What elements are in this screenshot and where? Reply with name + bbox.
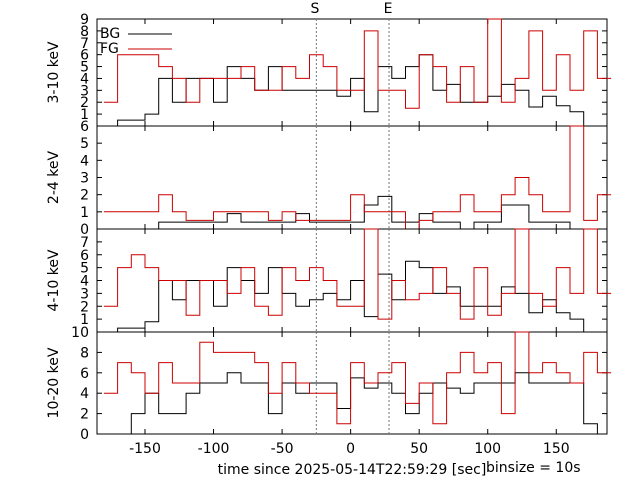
y-tick-label: 7	[80, 235, 89, 251]
series-bg-step-line	[103, 260, 598, 333]
y-tick-label: 5	[80, 261, 89, 277]
y-tick-label: 6	[80, 119, 89, 135]
y-tick-label: 2	[80, 95, 89, 111]
series-fg-step-line	[103, 228, 612, 320]
panel-10-20kev: 0 2 4 6 8 10 10-20 keV -150 -100 -50 0 50 100 150	[46, 325, 612, 457]
y-tick-label: 8	[80, 24, 89, 40]
y-tick-label: 1	[80, 107, 89, 123]
y-tick-label: 5	[80, 60, 89, 76]
legend-label-fg: FG	[100, 41, 119, 57]
y-tick-label: 2	[80, 299, 89, 315]
binsize-label: binsize = 10s	[486, 460, 581, 476]
x-tick-label: -100	[198, 441, 230, 457]
panel-frame	[96, 331, 608, 435]
y-tick-label: 1	[80, 312, 89, 328]
y-tick-label: 10	[71, 325, 89, 341]
y-tick-label: 3	[80, 83, 89, 99]
y-tick-label: 0	[80, 222, 89, 238]
y-tick-label: 4	[80, 386, 89, 402]
end-marker-label: E	[384, 1, 393, 17]
panel-frame	[96, 125, 608, 230]
x-tick-label: 100	[474, 441, 501, 457]
y-tick-label: 6	[80, 248, 89, 264]
legend-label-bg: BG	[100, 26, 120, 42]
panel-frame	[96, 18, 608, 127]
x-axis-label: time since 2025-05-14T22:59:29 [sec]	[218, 462, 487, 478]
y-tick-label: 3	[80, 171, 89, 187]
series-fg-step-line	[103, 18, 612, 109]
x-tick-label: -150	[129, 441, 161, 457]
y-tick-label: 4	[80, 153, 89, 169]
x-tick-label: 0	[346, 441, 355, 457]
y-tick-label: 6	[80, 48, 89, 64]
y-tick-label: 2	[80, 188, 89, 204]
start-marker-label: S	[311, 1, 320, 17]
y-tick-label: 4	[80, 274, 89, 290]
series-bg-step-line	[103, 195, 607, 230]
series-fg-step-line	[103, 331, 612, 425]
y-tick-label: 2	[80, 407, 89, 423]
y-tick-label: 4	[80, 71, 89, 87]
y-tick-label: 6	[80, 366, 89, 382]
legend: BG FG	[100, 26, 172, 57]
y-axis-label: 2-4 keV	[46, 151, 62, 205]
y-tick-label: 1	[80, 205, 89, 221]
y-tick-label: 3	[80, 286, 89, 302]
y-axis-label: 10-20 keV	[46, 347, 62, 418]
x-tick-label: -50	[271, 441, 294, 457]
y-tick-label: 9	[80, 12, 89, 28]
y-tick-label: 0	[80, 427, 89, 443]
series-bg-step-line	[103, 372, 607, 435]
y-axis-label: 4-10 keV	[46, 249, 62, 311]
x-tick-label: 150	[543, 441, 570, 457]
series-fg-step-line	[103, 125, 612, 230]
y-tick-label: 8	[80, 345, 89, 361]
x-tick-label: 50	[410, 441, 428, 457]
y-tick-label: 5	[80, 136, 89, 152]
y-axis-label: 3-10 keV	[46, 41, 62, 103]
y-tick-label: 7	[80, 36, 89, 52]
